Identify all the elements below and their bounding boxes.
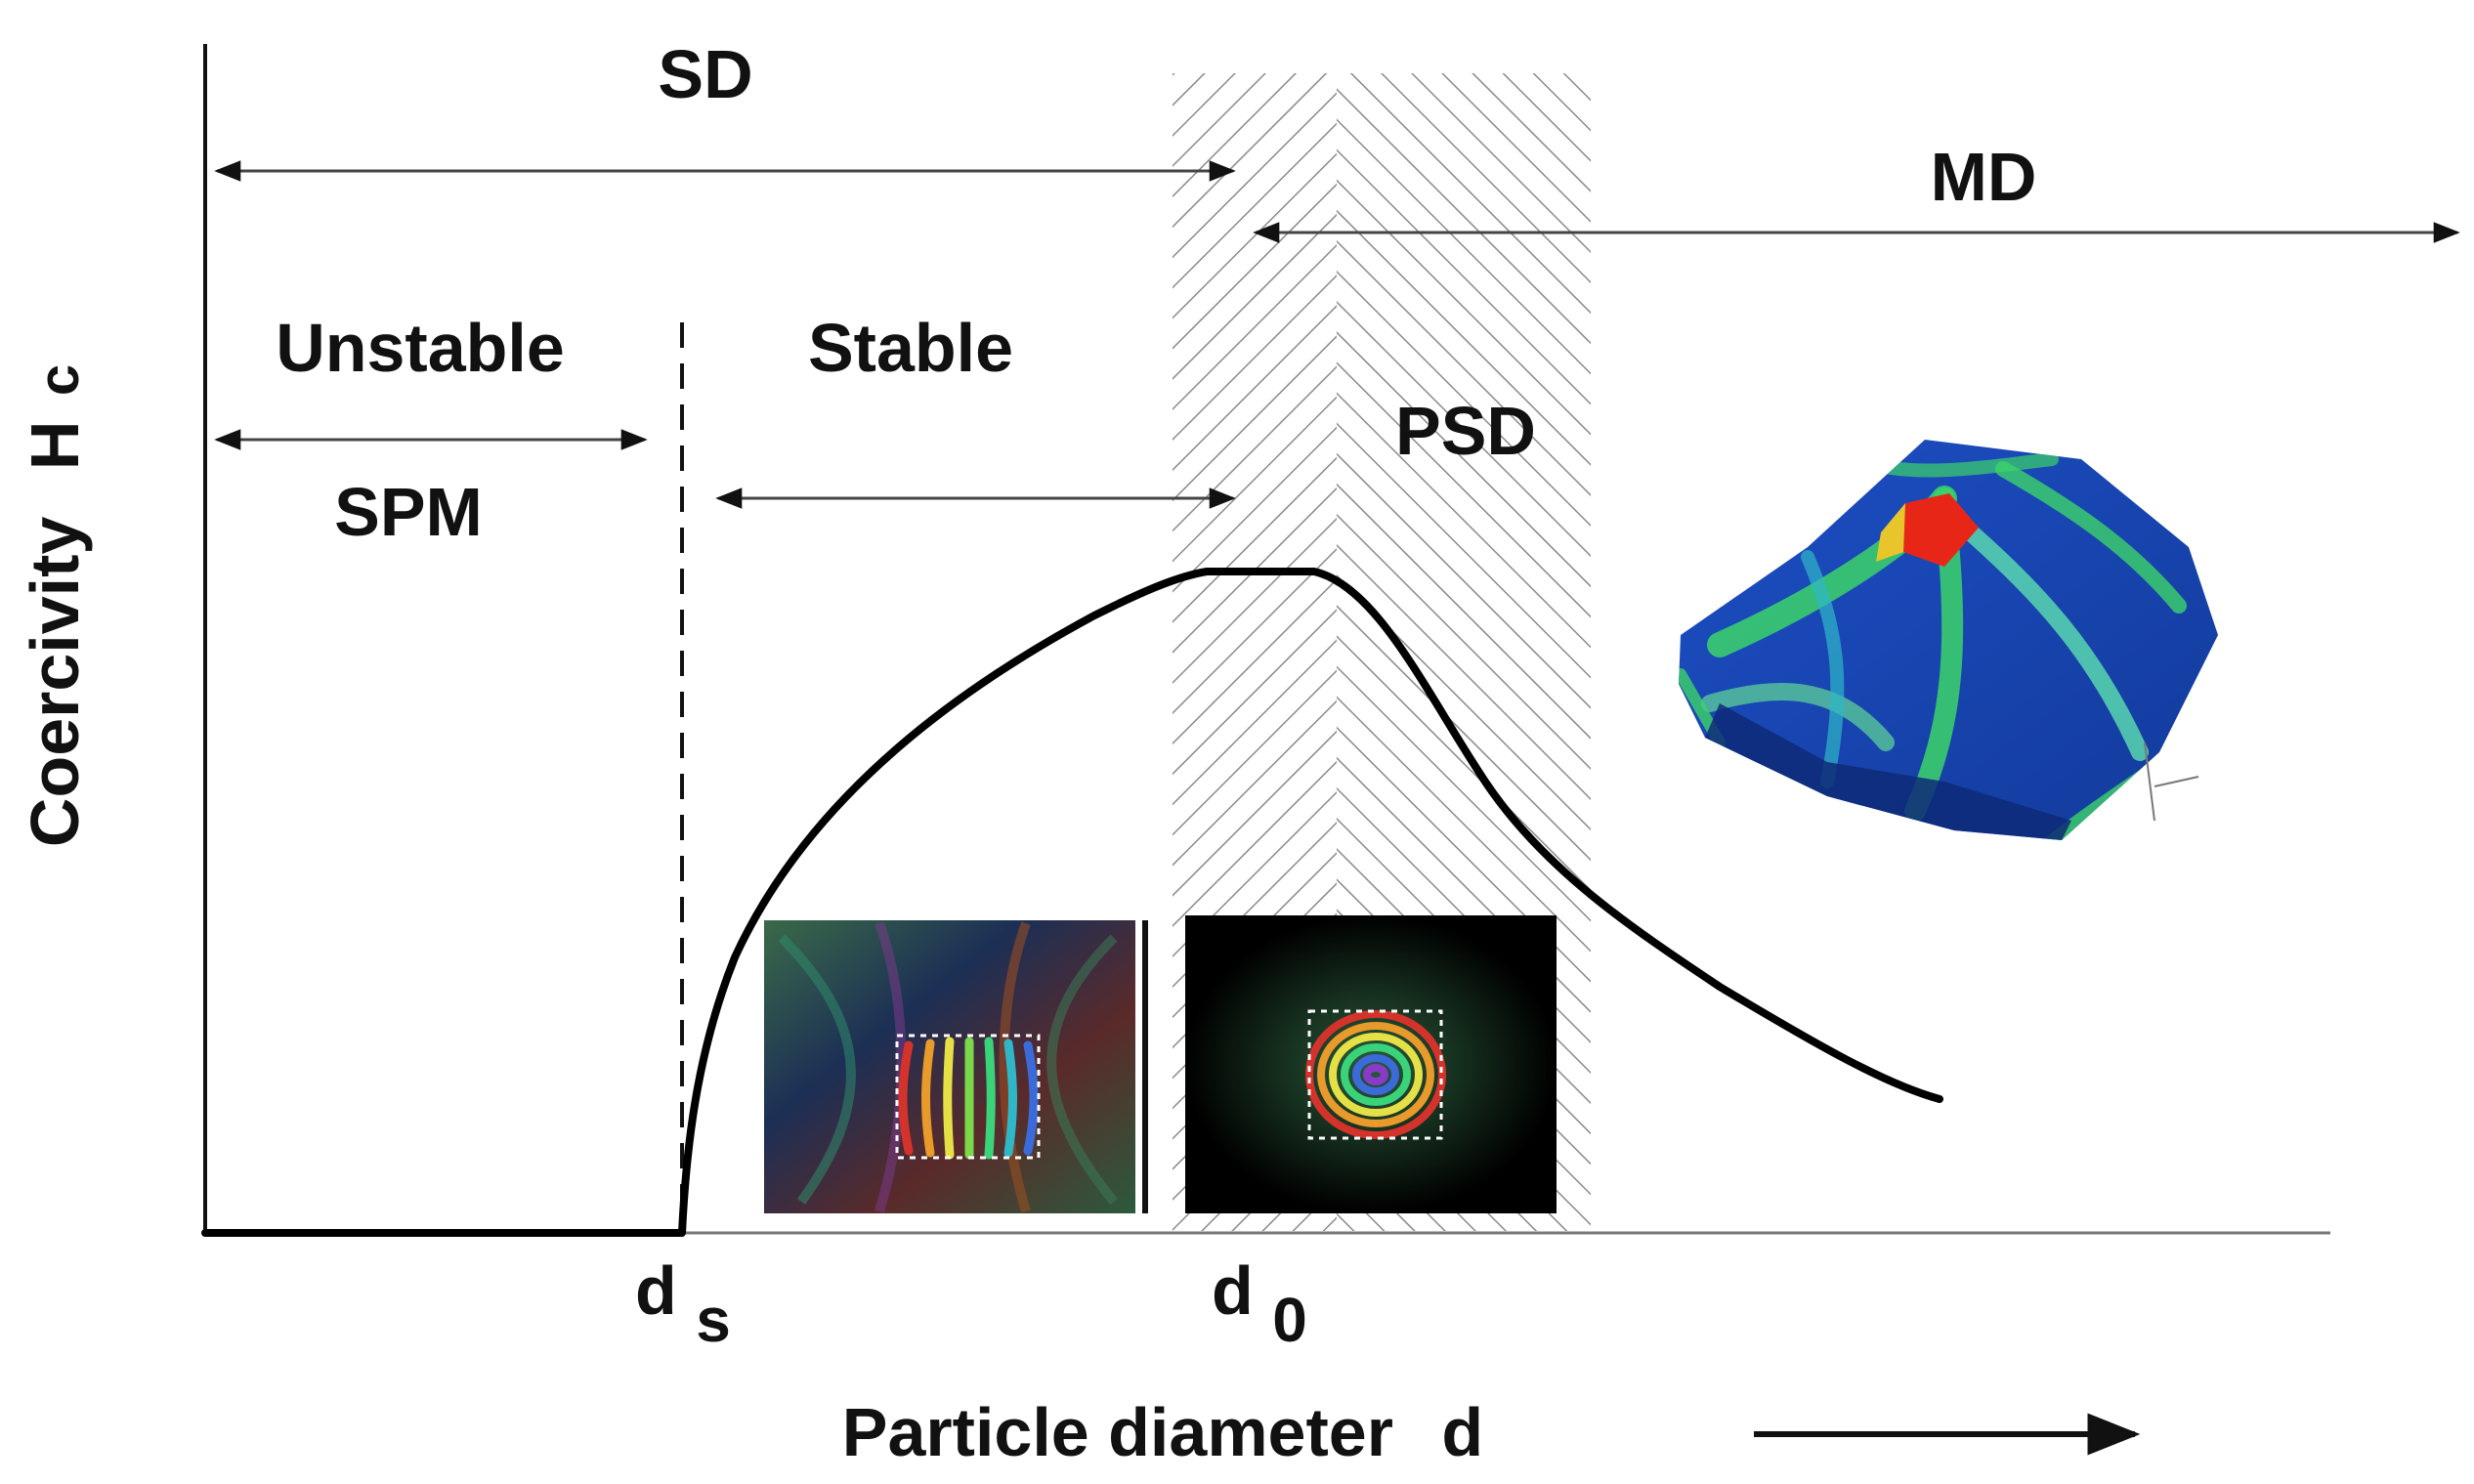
stable-label: Stable	[808, 310, 1013, 386]
x-axis-symbol: d	[1441, 1394, 1483, 1470]
y-axis-label: Coercivity	[17, 517, 93, 848]
y-axis-title: Coercivity H c	[17, 364, 93, 847]
multidomain-grain-image	[1679, 440, 2218, 840]
spm-label: SPM	[334, 474, 483, 550]
svg-text:Coercivity H c: Coercivity H c	[17, 364, 93, 847]
tick-ds-main: d	[635, 1252, 677, 1329]
unstable-label: Unstable	[276, 310, 565, 386]
x-axis-title: Particle diameter d	[842, 1394, 1483, 1470]
vortex-ring-image	[1185, 915, 1557, 1213]
x-axis-label: Particle diameter	[842, 1394, 1393, 1470]
y-axis-subscript: c	[27, 364, 91, 396]
psd-label: PSD	[1395, 393, 1536, 469]
coercivity-curve	[201, 568, 1943, 1237]
md-label: MD	[1931, 139, 2037, 215]
tick-ds-sub: s	[696, 1285, 731, 1355]
y-axis-symbol: H	[17, 421, 93, 471]
tick-d0-main: d	[1212, 1252, 1254, 1329]
tick-ds: d s	[635, 1252, 731, 1355]
tick-d0: d 0	[1212, 1252, 1307, 1355]
stable-stripe-image	[764, 920, 1135, 1213]
tick-d0-sub: 0	[1272, 1285, 1307, 1355]
sd-label: SD	[658, 36, 752, 112]
